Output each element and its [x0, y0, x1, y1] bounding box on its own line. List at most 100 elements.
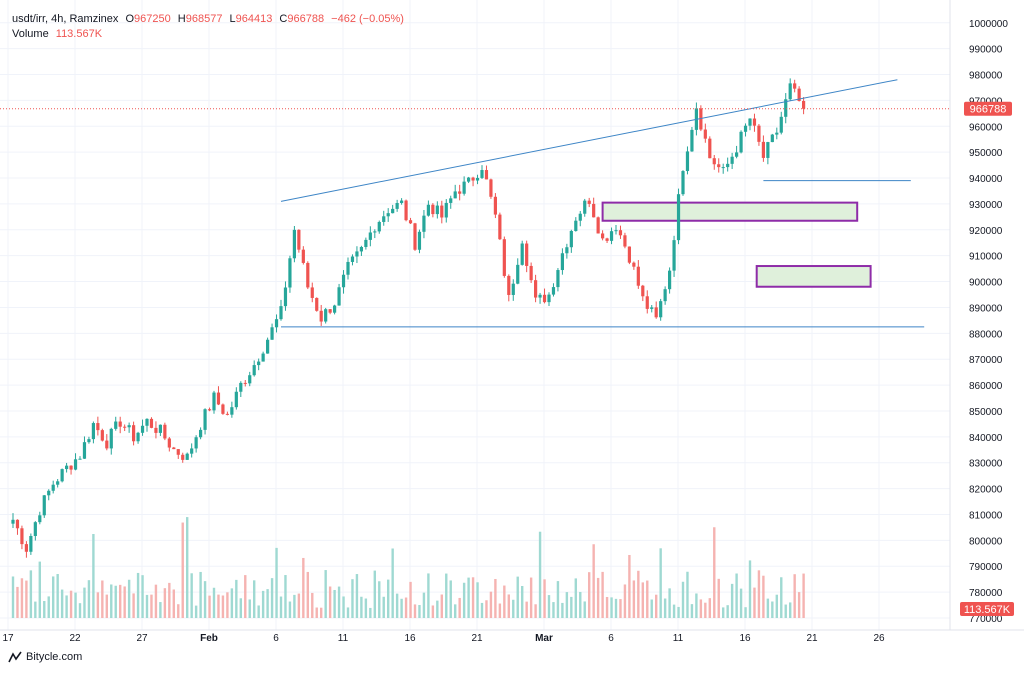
candle-body: [185, 453, 189, 460]
candle-body: [337, 287, 341, 306]
candle-body: [779, 116, 783, 133]
candle-body: [627, 246, 631, 263]
x-tick-label: 27: [136, 633, 148, 644]
close-value: 966788: [287, 13, 325, 25]
volume-bar: [38, 561, 41, 618]
time-axis[interactable]: 17 22 27 Feb 6 11 16 21 Mar 6 11 16 21 26: [2, 633, 885, 644]
volume-bar: [253, 580, 256, 618]
volume-bar: [605, 596, 609, 618]
candle-body: [225, 413, 229, 415]
volume-bar: [565, 592, 569, 618]
volume-bar: [726, 605, 729, 618]
volume-bar: [83, 587, 86, 618]
candle-body: [87, 439, 91, 443]
volume-bar: [105, 594, 108, 618]
bitycle-logo-icon: [8, 651, 22, 663]
volume-bar: [342, 596, 345, 618]
volume-bar: [69, 590, 73, 618]
candle-body: [431, 204, 435, 215]
candle-body: [377, 221, 381, 232]
candle-body: [346, 261, 350, 275]
volume-bar: [445, 573, 448, 618]
volume-bar: [404, 597, 408, 618]
volume-bar: [190, 573, 193, 618]
y-tick-label: 770000: [969, 614, 1003, 625]
candle-body: [462, 181, 466, 194]
change-value: −462 (−0.05%): [331, 13, 404, 25]
volume-bar: [257, 605, 260, 618]
volume-bar: [596, 577, 600, 618]
candle-body: [650, 307, 654, 309]
candle-body: [793, 83, 797, 89]
volume-bar: [780, 577, 783, 618]
candle-body: [417, 231, 422, 250]
volume-bar: [413, 604, 417, 618]
candle-body: [257, 361, 261, 366]
volume-row: Volume 113.567K: [12, 27, 404, 42]
symbol-title[interactable]: usdt/irr, 4h, Ramzinex: [12, 13, 119, 25]
candle-body: [123, 426, 127, 428]
volume-bar: [311, 592, 314, 618]
candle-body: [730, 156, 734, 164]
candle-body: [73, 459, 78, 470]
volume-bar: [328, 586, 332, 618]
volume-bar: [543, 579, 546, 618]
volume-bar: [315, 607, 318, 618]
candle-body: [212, 392, 216, 411]
candle-body: [645, 296, 649, 309]
candle-body: [467, 177, 471, 182]
volume-bar: [150, 594, 153, 618]
volume-bar: [297, 593, 301, 618]
candle-body: [127, 425, 131, 428]
volume-bar: [748, 560, 752, 618]
brand-footer[interactable]: Bitycle.com: [8, 651, 82, 663]
candle-body: [676, 194, 681, 241]
volume-label[interactable]: Volume: [12, 28, 49, 40]
volume-bar: [771, 601, 774, 618]
volume-bar: [364, 598, 368, 618]
candle-body: [65, 465, 69, 470]
y-tick-label: 940000: [969, 174, 1003, 185]
candle-body: [297, 229, 301, 250]
volume-bar: [512, 599, 515, 618]
y-tick-label: 850000: [969, 407, 1003, 418]
volume-bar: [462, 582, 466, 618]
volume-bar: [20, 578, 24, 618]
volume-bar: [547, 595, 551, 618]
volume-bar: [60, 589, 64, 618]
candle-body: [33, 522, 37, 536]
volume-bar: [29, 570, 33, 618]
volume-bar: [686, 571, 689, 618]
volume-bar: [181, 522, 184, 618]
volume-bar: [628, 554, 631, 618]
y-tick-label: 910000: [969, 252, 1003, 263]
candle-body: [609, 231, 614, 241]
volume-bar: [226, 592, 229, 618]
volume-bar: [400, 598, 403, 618]
candle-body: [721, 167, 725, 169]
candle-body: [91, 423, 95, 440]
candle-body: [592, 203, 596, 218]
volume-bar: [592, 544, 595, 618]
volume-bar: [695, 593, 698, 618]
candle-body: [364, 239, 368, 247]
volume-bar: [382, 596, 385, 618]
candle-body: [654, 307, 658, 318]
candle-body: [601, 233, 605, 239]
candle-body: [167, 438, 171, 448]
volume-bar: [663, 598, 667, 618]
volume-bar: [288, 601, 292, 618]
volume-bar: [409, 581, 412, 618]
volume-bar: [239, 598, 242, 618]
candle-body: [623, 235, 627, 247]
candle-body: [551, 287, 556, 295]
candle-body: [587, 200, 591, 204]
volume-bar: [355, 574, 359, 618]
candle-body: [511, 283, 515, 295]
candle-body: [239, 382, 243, 392]
candle-body: [525, 243, 529, 266]
volume-bar: [744, 607, 747, 618]
candle-body: [458, 191, 462, 194]
y-tick-label: 860000: [969, 381, 1003, 392]
